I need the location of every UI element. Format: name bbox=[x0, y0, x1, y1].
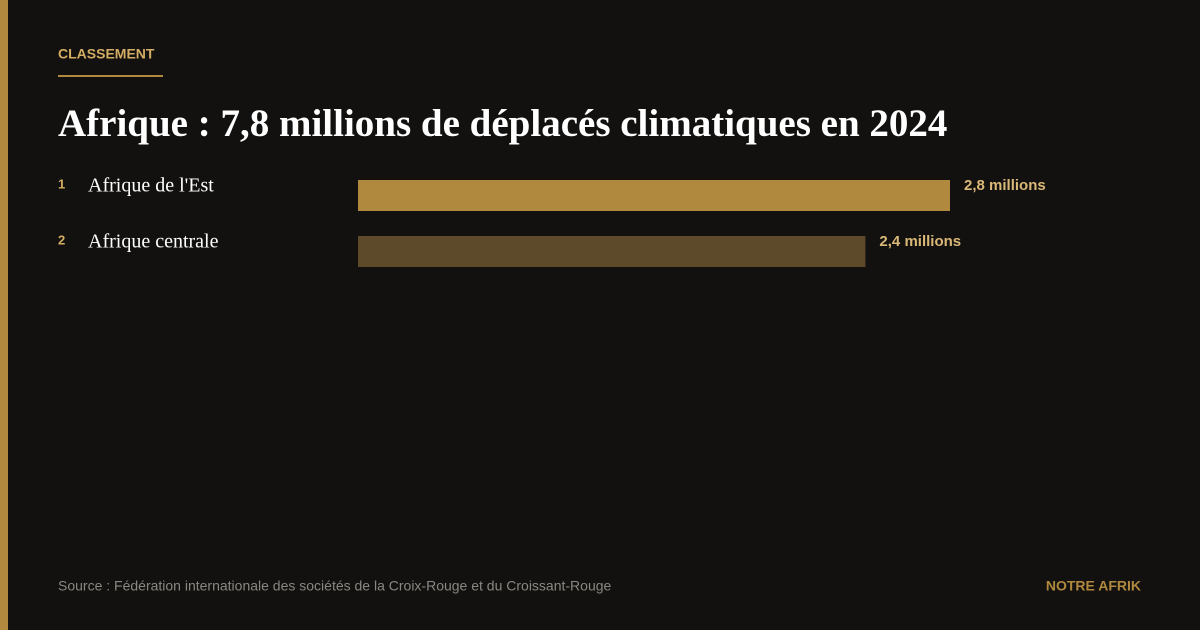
rank: 1 bbox=[58, 176, 65, 191]
brand: NOTRE AFRIK bbox=[1046, 578, 1141, 594]
accent-stripe bbox=[0, 0, 8, 630]
source: Source : Fédération internationale des s… bbox=[58, 578, 612, 594]
value-label: 2,8 millions bbox=[964, 177, 1046, 194]
bar bbox=[358, 180, 950, 211]
chart-title: Afrique : 7,8 millions de déplacés clima… bbox=[58, 102, 947, 145]
value-label: 2,4 millions bbox=[879, 233, 961, 250]
kicker: CLASSEMENT bbox=[58, 46, 155, 62]
bar bbox=[358, 236, 866, 267]
category-label: Afrique de l'Est bbox=[88, 175, 214, 197]
rank: 2 bbox=[58, 232, 65, 247]
category-label: Afrique centrale bbox=[88, 231, 219, 253]
